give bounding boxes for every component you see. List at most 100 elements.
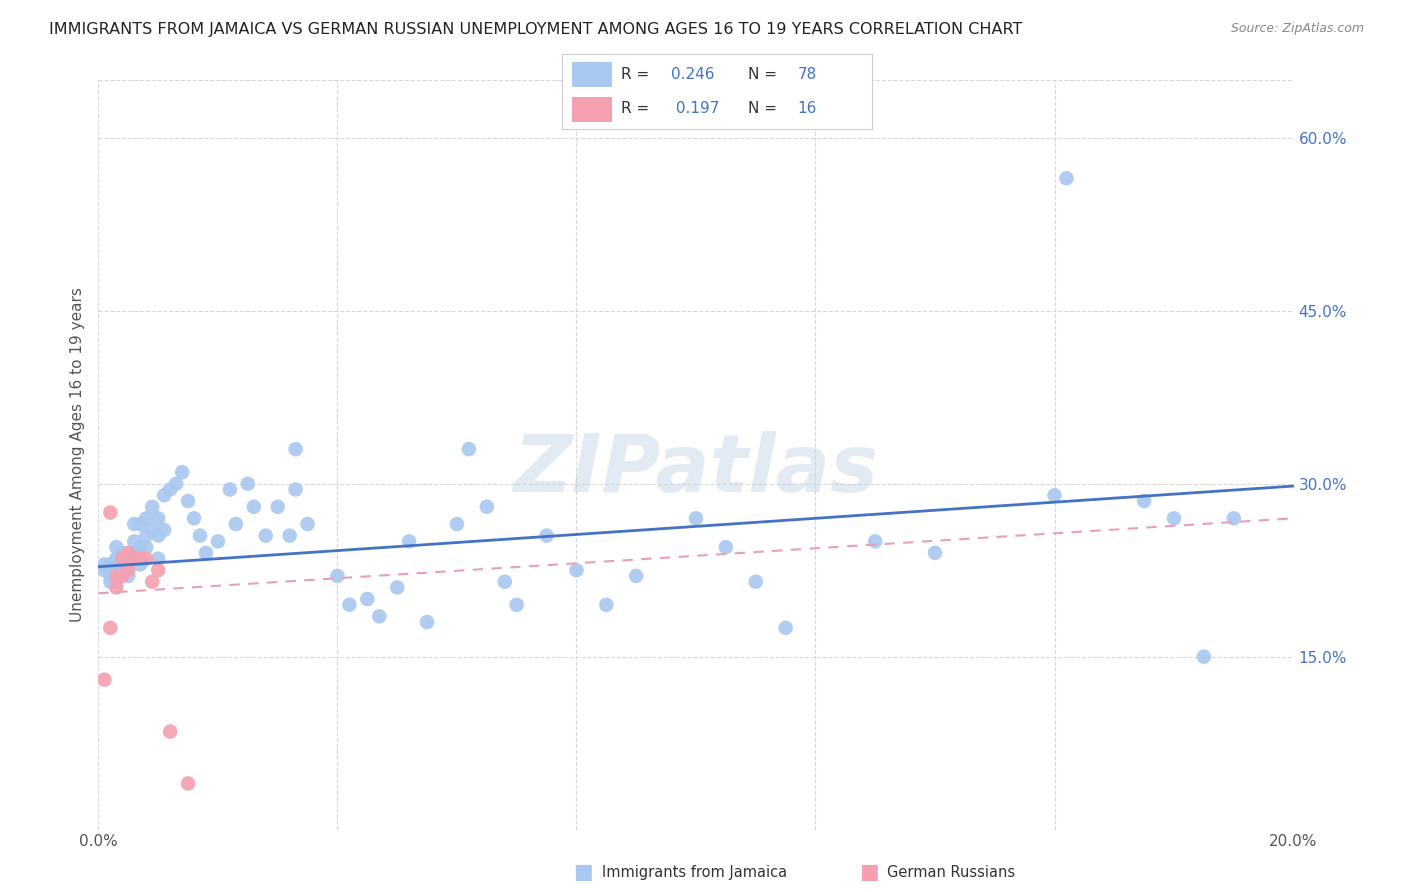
Point: [326, 569, 349, 583]
Point: [105, 574, 128, 589]
Point: [506, 598, 529, 612]
Point: [153, 488, 176, 502]
Text: ZIPatlas: ZIPatlas: [513, 431, 879, 509]
Point: [159, 724, 181, 739]
FancyBboxPatch shape: [572, 62, 612, 87]
Point: [129, 517, 152, 532]
Point: [416, 615, 439, 629]
Point: [219, 483, 242, 497]
Point: [1192, 649, 1215, 664]
Point: [745, 574, 768, 589]
Point: [111, 563, 134, 577]
Point: [714, 540, 737, 554]
Text: 16: 16: [797, 102, 817, 116]
Point: [626, 569, 648, 583]
Point: [494, 574, 516, 589]
Point: [105, 540, 128, 554]
Point: [135, 551, 157, 566]
Point: [135, 540, 157, 554]
Text: 0.197: 0.197: [671, 102, 718, 116]
Point: [98, 506, 122, 520]
Point: [1163, 511, 1185, 525]
Point: [93, 673, 115, 687]
Point: [267, 500, 290, 514]
Text: ■: ■: [859, 863, 879, 882]
Text: N =: N =: [748, 102, 782, 116]
Point: [165, 476, 187, 491]
Point: [148, 563, 170, 577]
Point: [1043, 488, 1066, 502]
Point: [183, 511, 205, 525]
Point: [177, 494, 200, 508]
Point: [111, 546, 134, 560]
Point: [124, 517, 146, 532]
Point: [135, 511, 157, 525]
Point: [284, 483, 307, 497]
Point: [278, 528, 301, 542]
FancyBboxPatch shape: [572, 96, 612, 122]
Point: [98, 569, 122, 583]
Point: [117, 546, 139, 560]
Point: [117, 551, 139, 566]
Point: [129, 540, 152, 554]
Text: R =: R =: [621, 67, 654, 82]
Point: [177, 776, 200, 790]
Point: [93, 558, 115, 572]
Text: Source: ZipAtlas.com: Source: ZipAtlas.com: [1230, 22, 1364, 36]
Point: [685, 511, 707, 525]
Point: [141, 574, 163, 589]
Point: [93, 563, 115, 577]
Point: [124, 534, 146, 549]
Point: [1133, 494, 1156, 508]
Point: [117, 546, 139, 560]
Point: [339, 598, 361, 612]
Point: [172, 465, 194, 479]
Point: [117, 563, 139, 577]
Text: N =: N =: [748, 67, 782, 82]
Point: [243, 500, 266, 514]
Point: [368, 609, 391, 624]
Point: [148, 511, 170, 525]
Point: [117, 569, 139, 583]
Point: [1223, 511, 1246, 525]
Text: Immigrants from Jamaica: Immigrants from Jamaica: [602, 865, 787, 880]
Point: [595, 598, 617, 612]
Text: R =: R =: [621, 102, 654, 116]
Point: [284, 442, 307, 457]
Point: [385, 581, 409, 595]
Point: [129, 551, 152, 566]
Point: [195, 546, 218, 560]
Text: 0.246: 0.246: [671, 67, 714, 82]
Point: [129, 558, 152, 572]
Text: German Russians: German Russians: [887, 865, 1015, 880]
Point: [536, 528, 558, 542]
Point: [775, 621, 797, 635]
Point: [236, 476, 259, 491]
Point: [98, 574, 122, 589]
Point: [297, 517, 319, 532]
Point: [105, 551, 128, 566]
Point: [124, 546, 146, 560]
Point: [446, 517, 468, 532]
Point: [207, 534, 229, 549]
Point: [148, 528, 170, 542]
Text: ■: ■: [574, 863, 593, 882]
Point: [458, 442, 481, 457]
Point: [105, 563, 128, 577]
Point: [1056, 171, 1078, 186]
Point: [475, 500, 498, 514]
Point: [356, 592, 378, 607]
Text: IMMIGRANTS FROM JAMAICA VS GERMAN RUSSIAN UNEMPLOYMENT AMONG AGES 16 TO 19 YEARS: IMMIGRANTS FROM JAMAICA VS GERMAN RUSSIA…: [49, 22, 1022, 37]
Point: [254, 528, 277, 542]
Point: [105, 581, 128, 595]
Point: [124, 551, 146, 566]
Point: [141, 500, 163, 514]
Point: [225, 517, 247, 532]
Point: [141, 523, 163, 537]
Point: [98, 621, 122, 635]
Point: [924, 546, 946, 560]
Point: [98, 558, 122, 572]
Text: 78: 78: [797, 67, 817, 82]
Point: [111, 551, 134, 566]
Point: [105, 569, 128, 583]
